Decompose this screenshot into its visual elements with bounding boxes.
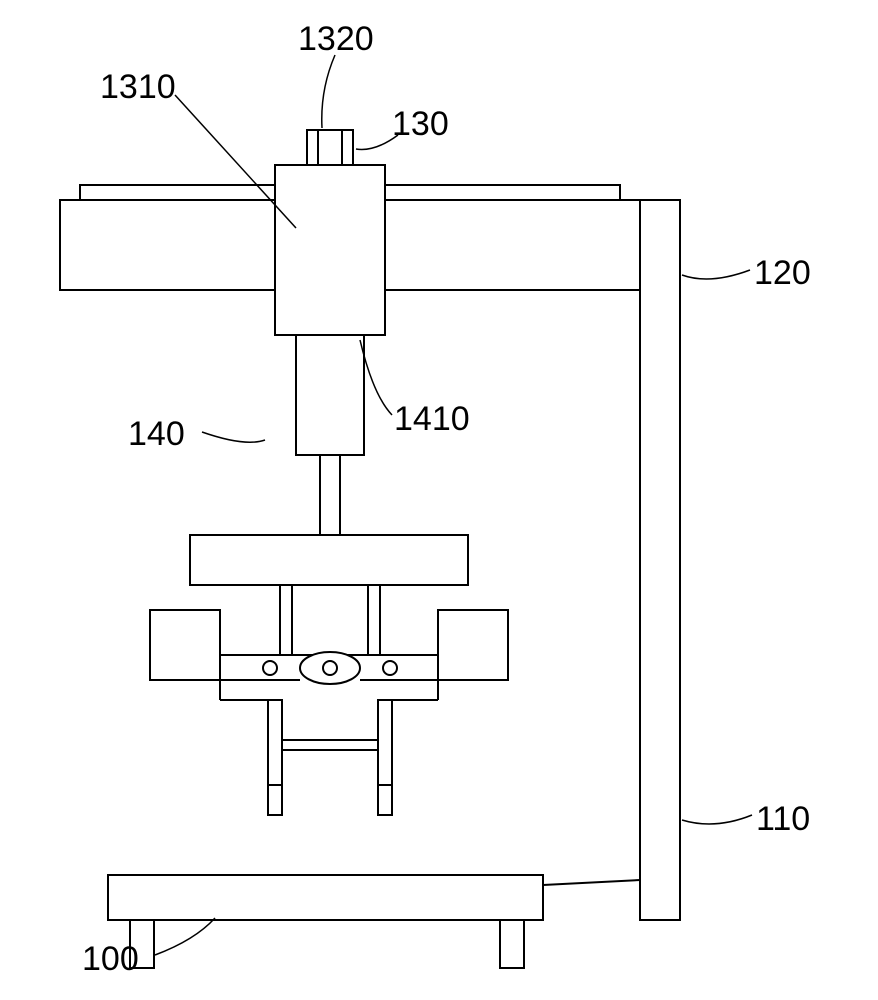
label-130: 130 (392, 105, 449, 144)
technical-drawing-svg (0, 0, 878, 1000)
label-120: 120 (754, 254, 811, 293)
label-100: 100 (82, 940, 139, 979)
label-1320: 1320 (298, 20, 374, 59)
label-1310: 1310 (100, 68, 176, 107)
label-110: 110 (756, 800, 810, 839)
label-1410: 1410 (394, 400, 470, 439)
diagram-canvas: 1320 1310 130 120 1410 140 110 100 (0, 0, 878, 1000)
label-140: 140 (128, 415, 185, 454)
